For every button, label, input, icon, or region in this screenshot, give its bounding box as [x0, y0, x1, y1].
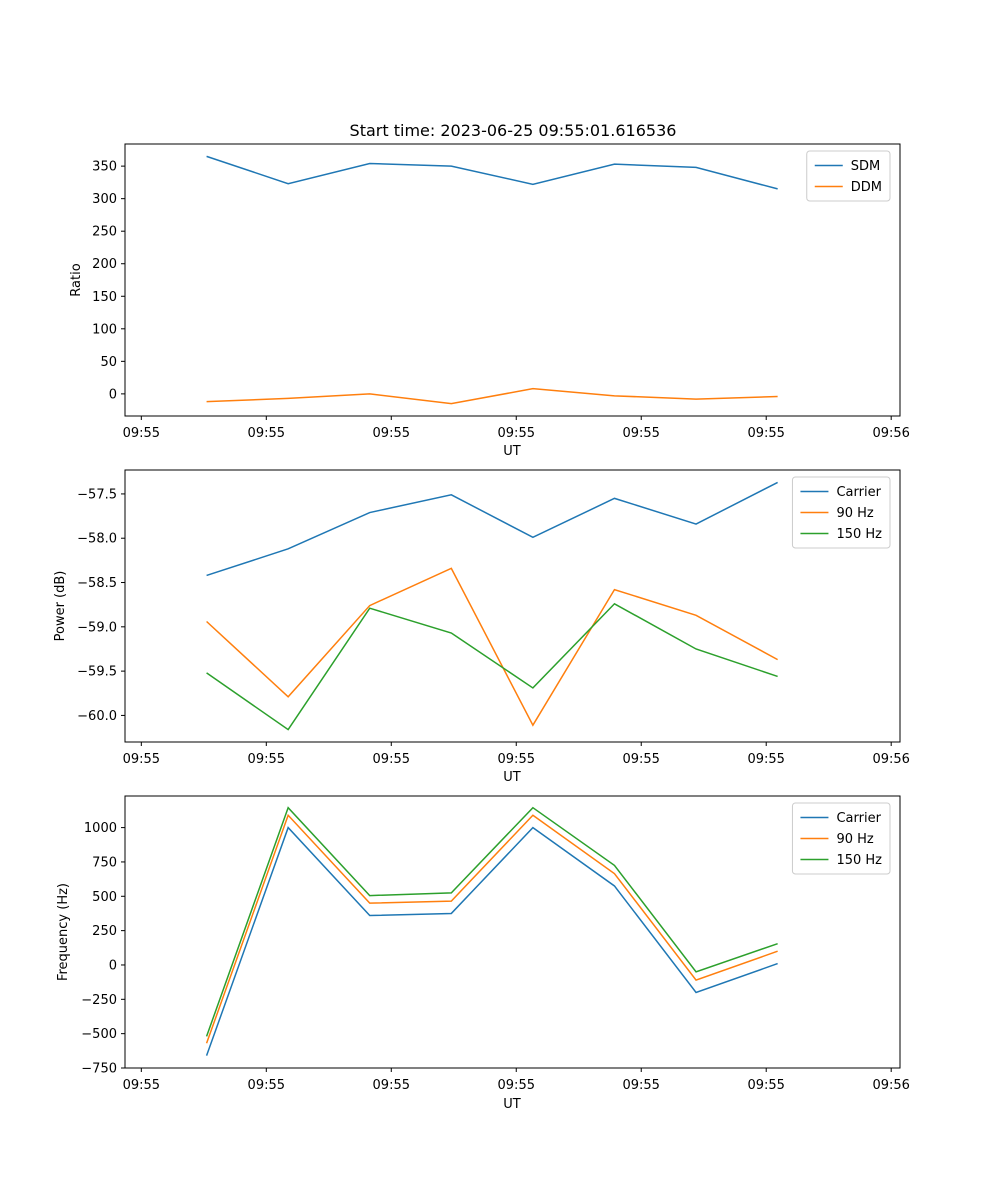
chart-1-x-tick-label: 09:55: [248, 426, 285, 441]
chart-1-y-tick-label: 100: [92, 322, 117, 337]
chart-1-y-tick-label: 250: [92, 225, 117, 240]
chart-3-y-tick-label: 750: [92, 855, 117, 870]
chart-3-legend-label-2: 90 Hz: [836, 832, 873, 847]
chart-1: Start time: 2023-06-25 09:55:01.616536 0…: [69, 121, 910, 459]
chart-2-x-tick-label: 09:55: [373, 752, 410, 767]
chart-1-x-tick-label: 09:55: [747, 426, 784, 441]
chart-2-y-axis-label: Power (dB): [53, 571, 68, 642]
chart-1-y-tick-label: 150: [92, 290, 117, 305]
chart-3-legend: Carrier 90 Hz 150 Hz: [791, 802, 891, 875]
chart-2-series-line-3: [206, 602, 778, 731]
chart-2-legend: Carrier 90 Hz 150 Hz: [791, 476, 891, 549]
chart-1-x-tick-label: 09:55: [498, 426, 535, 441]
chart-3-y-tick-label: 250: [92, 924, 117, 939]
chart-2-x-axis-label: UT: [503, 770, 521, 785]
chart-3-x-tick-label: 09:55: [498, 1078, 535, 1093]
chart-1-title: Start time: 2023-06-25 09:55:01.616536: [350, 121, 677, 140]
chart-2-y-tick-label: −60.0: [77, 709, 117, 724]
chart-3-x-tick-label: 09:55: [622, 1078, 659, 1093]
chart-2-legend-label-3: 150 Hz: [836, 527, 882, 542]
chart-2-series-line-2: [206, 567, 778, 727]
chart-3-x-axis-label: UT: [503, 1097, 521, 1112]
chart-3-series-line-2: [205, 813, 778, 1044]
chart-3-series-line-1: [205, 826, 778, 1056]
chart-3-plot-area: 09:55 09:55 09:55 09:55 09:55 09:55 09:56 −750 −…: [81, 795, 910, 1093]
chart-3-y-tick-label: −500: [81, 1027, 117, 1042]
chart-1-legend-label-1: SDM: [851, 159, 880, 174]
chart-1-y-tick-label: 300: [92, 192, 117, 207]
chart-2-x-tick-label: 09:55: [498, 752, 535, 767]
chart-3-x-tick-label: 09:55: [248, 1078, 285, 1093]
chart-2-y-tick-label: −57.5: [77, 487, 117, 502]
chart-1-y-tick-label: 200: [92, 257, 117, 272]
chart-1-x-axis-label: UT: [503, 444, 521, 459]
chart-3-series-line-3: [205, 806, 778, 1037]
chart-2-legend-box: [791, 476, 891, 549]
chart-2-y-tick-label: −59.0: [77, 620, 117, 635]
chart-3-legend-label-1: Carrier: [836, 811, 881, 826]
chart-2-frame: [124, 469, 901, 743]
chart-1-legend-box: [806, 150, 891, 202]
chart-2-series-line-1: [206, 481, 778, 577]
chart-3-y-tick-label: −750: [81, 1062, 117, 1077]
chart-1-frame: [124, 143, 901, 417]
chart-1-series-line-2: [206, 387, 778, 405]
chart-2: 09:55 09:55 09:55 09:55 09:55 09:55 09:56 −60.0…: [53, 469, 910, 785]
chart-1-y-tick-label: 50: [100, 355, 117, 370]
chart-3-legend-label-3: 150 Hz: [836, 853, 882, 868]
chart-1-plot-area: 09:55 09:55 09:55 09:55 09:55 09:55 09:56 0 50 10…: [92, 143, 910, 441]
chart-1-legend-label-2: DDM: [851, 180, 882, 195]
chart-2-x-tick-label: 09:55: [248, 752, 285, 767]
chart-2-y-tick-label: −59.5: [77, 665, 117, 680]
chart-3: 09:55 09:55 09:55 09:55 09:55 09:55 09:56 −750 −…: [56, 795, 910, 1112]
chart-3-x-tick-label: 09:56: [872, 1078, 909, 1093]
chart-2-x-tick-label: 09:55: [747, 752, 784, 767]
chart-1-y-tick-label: 350: [92, 160, 117, 175]
chart-3-frame: [124, 795, 901, 1069]
chart-3-x-tick-label: 09:55: [123, 1078, 160, 1093]
chart-1-x-tick-label: 09:55: [373, 426, 410, 441]
chart-2-x-tick-label: 09:55: [123, 752, 160, 767]
chart-2-y-tick-label: −58.0: [77, 532, 117, 547]
chart-2-legend-label-1: Carrier: [836, 485, 881, 500]
chart-2-legend-label-2: 90 Hz: [836, 506, 873, 521]
chart-2-x-tick-label: 09:55: [622, 752, 659, 767]
chart-3-legend-box: [791, 802, 891, 875]
chart-1-series-line-1: [206, 155, 778, 190]
chart-1-y-tick-label: 0: [109, 387, 117, 402]
chart-3-y-tick-label: 500: [92, 890, 117, 905]
chart-3-y-tick-label: −250: [81, 993, 117, 1008]
chart-2-y-tick-label: −58.5: [77, 576, 117, 591]
chart-3-y-tick-label: 1000: [84, 821, 117, 836]
chart-3-y-tick-label: 0: [109, 958, 117, 973]
chart-1-x-tick-label: 09:55: [123, 426, 160, 441]
chart-1-x-tick-label: 09:55: [622, 426, 659, 441]
chart-2-x-tick-label: 09:56: [872, 752, 909, 767]
chart-1-x-tick-label: 09:56: [872, 426, 909, 441]
chart-3-x-tick-label: 09:55: [747, 1078, 784, 1093]
chart-3-y-axis-label: Frequency (Hz): [56, 883, 71, 981]
chart-3-x-tick-label: 09:55: [373, 1078, 410, 1093]
chart-2-plot-area: 09:55 09:55 09:55 09:55 09:55 09:55 09:56 −60.0…: [77, 469, 910, 767]
chart-1-legend: SDM DDM: [806, 150, 891, 202]
chart-1-y-axis-label: Ratio: [69, 263, 84, 296]
